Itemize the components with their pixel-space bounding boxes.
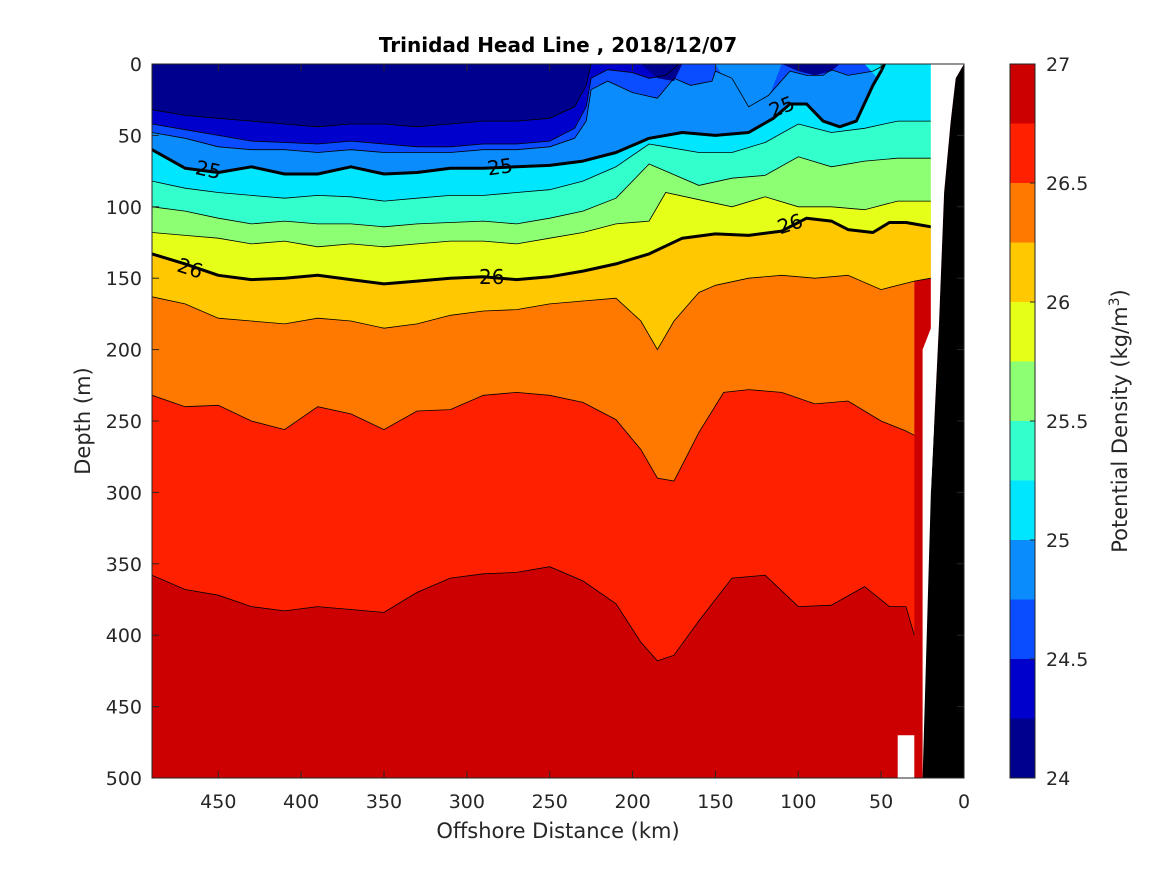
contour-line	[152, 274, 931, 351]
coast-gap	[897, 735, 915, 778]
isopycnal-label: 25	[486, 153, 515, 180]
y-tick-label: 200	[106, 340, 142, 362]
x-axis-label: Offshore Distance (km)	[436, 819, 679, 843]
colorbar-segment	[1010, 599, 1035, 659]
isopycnal-line	[152, 64, 886, 176]
y-tick-label: 300	[106, 482, 142, 504]
colorbar-segment	[1010, 123, 1035, 183]
colorbar-tick-label: 26.5	[1046, 173, 1088, 195]
x-tick-label: 100	[780, 791, 816, 813]
y-tick-label: 150	[106, 268, 142, 290]
x-tick-label: 0	[958, 791, 970, 813]
y-tick-label: 100	[106, 197, 142, 219]
colorbar-tick-label: 24.5	[1046, 649, 1088, 671]
colorbar-segment	[1010, 242, 1035, 302]
x-axis: 450 400 350 300 250 200 150 100 50 0	[200, 64, 970, 813]
colorbar-label: Potential Density (kg/m3)	[1107, 289, 1132, 553]
colorbar-segment	[1010, 421, 1035, 481]
y-tick-label: 250	[106, 411, 142, 433]
seafloor	[922, 64, 964, 778]
coast-land	[930, 64, 964, 493]
colorbar-segment	[1010, 361, 1035, 421]
y-tick-label: 450	[106, 697, 142, 719]
y-axis: 0 50 100 150 200 250 300 350 400 450 500	[106, 54, 964, 790]
contour-line	[152, 64, 873, 148]
density-fill-layer	[152, 64, 964, 778]
colorbar-tick-label: 26	[1046, 292, 1070, 314]
x-tick-label: 150	[697, 791, 733, 813]
colorbar-segment	[1010, 540, 1035, 600]
contour-line	[152, 156, 931, 228]
density-band	[640, 64, 699, 82]
y-tick-label: 0	[130, 54, 142, 76]
density-band	[781, 64, 840, 76]
colorbar-segment	[1010, 302, 1035, 362]
isopycnal-line	[152, 216, 932, 286]
chart-title: Trinidad Head Line , 2018/12/07	[379, 33, 737, 57]
contour-line	[152, 192, 931, 248]
isopycnal-label: 25	[193, 155, 223, 184]
contour-lines	[152, 64, 932, 662]
isopycnal-label-text: 25	[486, 153, 515, 180]
contour-line	[152, 389, 915, 482]
colorbar-tick-label: 27	[1046, 54, 1070, 76]
colorbar-segment	[1010, 64, 1035, 124]
y-axis-label: Depth (m)	[71, 367, 95, 474]
density-band	[715, 64, 782, 114]
colorbar-segment	[1010, 480, 1035, 540]
colorbar-segment	[1010, 183, 1035, 243]
colorbar-segment	[1010, 718, 1035, 778]
density-band	[152, 64, 592, 127]
x-tick-label: 300	[449, 791, 485, 813]
y-tick-label: 400	[106, 625, 142, 647]
contour-line	[152, 64, 885, 153]
y-tick-label: 350	[106, 554, 142, 576]
isopycnal-label-text: 25	[193, 155, 223, 184]
x-tick-label: 450	[200, 791, 236, 813]
coast-layer	[897, 64, 964, 778]
colorbar-segment	[1010, 659, 1035, 719]
x-tick-label: 350	[366, 791, 402, 813]
x-tick-label: 250	[532, 791, 568, 813]
plot-area	[152, 64, 964, 778]
x-tick-label: 50	[869, 791, 893, 813]
colorbar: 24 24.5 25 25.5 26 26.5 27	[1009, 54, 1088, 790]
isopycnal-label-text: 26	[479, 265, 504, 289]
contour-line	[152, 120, 931, 202]
colorbar-tick-label: 24	[1046, 768, 1070, 790]
colorbar-tick-label: 25	[1046, 530, 1070, 552]
isopycnal-label: 26	[479, 265, 504, 289]
contour-line	[152, 566, 915, 662]
density-band	[864, 64, 931, 114]
y-tick-label: 500	[106, 768, 142, 790]
x-tick-label: 400	[283, 791, 319, 813]
contour-line	[152, 64, 592, 128]
y-tick-label: 50	[118, 125, 142, 147]
x-tick-label: 200	[614, 791, 650, 813]
colorbar-tick-label: 25.5	[1046, 411, 1088, 433]
